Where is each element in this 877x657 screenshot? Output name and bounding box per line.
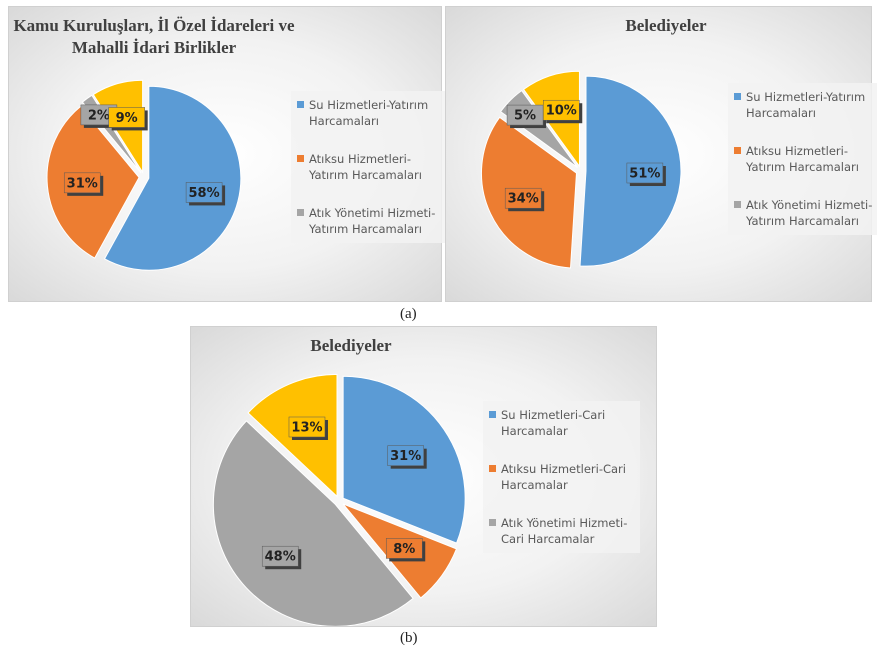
legend-item: Atıksu Hizmetleri-Yatırım Harcamaları: [734, 143, 877, 175]
pie-slice: [212, 420, 414, 626]
pie-chart: 51% 34% 5% 10%: [481, 70, 682, 269]
label-box: [387, 445, 424, 466]
legend-swatch: [489, 465, 496, 472]
legend-item: Atıksu Hizmetleri-Cari Harcamalar: [489, 461, 634, 493]
data-label: 8%: [393, 542, 415, 557]
data-label: 58%: [189, 186, 220, 201]
legend: Su Hizmetleri-Yatırım Harcamaları Atıksu …: [291, 91, 448, 243]
label-box: [63, 172, 101, 194]
chart-title: Belediyeler: [625, 16, 707, 35]
pie-slice: [103, 85, 242, 271]
chart-title: Belediyeler: [310, 336, 392, 355]
legend: Su Hizmetleri-Yatırım Harcamaları Atıksu …: [728, 83, 877, 235]
legend-label: Su Hizmetleri-Yatırım Harcamaları: [746, 90, 866, 120]
legend-label: Atıksu Hizmetleri-Yatırım Harcamaları: [746, 144, 859, 174]
data-label: 9%: [116, 111, 138, 126]
legend-item: Atık Yönetimi Hizmeti-Yatırım Harcamalar…: [734, 197, 877, 229]
legend-label: Atık Yönetimi Hizmeti-Cari Harcamalar: [501, 516, 628, 546]
legend-label: Atık Yönetimi Hizmeti-Yatırım Harcamalar…: [746, 198, 873, 228]
legend-swatch: [297, 209, 304, 216]
chart-title: Kamu Kuruluşları, İl Özel İdareleri ve M…: [13, 16, 295, 57]
legend: Su Hizmetleri-Cari Harcamalar Atıksu Hizm…: [483, 401, 640, 553]
legend-swatch: [297, 155, 304, 162]
legend-label: Atık Yönetimi Hizmeti-Yatırım Harcamalar…: [309, 206, 436, 236]
data-label: 5%: [514, 109, 536, 124]
legend-swatch: [734, 201, 741, 208]
chart-panel: Belediyeler 51% 34% 5% 10% Su Hizmetleri-Yatı…: [445, 6, 877, 302]
legend-label: Su Hizmetleri-Cari Harcamalar: [501, 408, 606, 438]
legend-swatch: [489, 519, 496, 526]
legend-item: Atıksu Hizmetleri-Yatırım Harcamaları: [297, 151, 442, 183]
data-label: 31%: [67, 176, 98, 191]
legend-swatch: [734, 93, 741, 100]
legend-item: Atık Yönetimi Hizmeti-Yatırım Harcamalar…: [297, 205, 442, 237]
label-box: [288, 416, 326, 438]
data-label: 51%: [629, 167, 660, 182]
data-label: 2%: [88, 108, 110, 123]
label-box: [504, 187, 542, 209]
legend-item: Atık Yönetimi Hizmeti-Cari Harcamalar: [489, 515, 634, 547]
pie-chart: 31% 8% 48% 13%: [212, 373, 466, 626]
label-box: [543, 99, 580, 121]
data-label: 34%: [508, 192, 539, 207]
legend-label: Atıksu Hizmetleri-Cari Harcamalar: [501, 462, 626, 492]
legend-swatch: [489, 411, 496, 418]
legend-item: Su Hizmetleri-Yatırım Harcamaları: [734, 89, 877, 121]
data-label: 31%: [390, 449, 421, 464]
data-label: 48%: [265, 550, 296, 565]
chart-panel: Kamu Kuruluşları, İl Özel İdareleri ve M…: [8, 6, 448, 302]
caption: (b): [400, 630, 418, 646]
label-box: [385, 538, 423, 559]
label-box: [185, 182, 223, 203]
legend-label: Atıksu Hizmetleri-Yatırım Harcamaları: [309, 152, 422, 182]
caption: (a): [400, 306, 417, 322]
data-label: 10%: [546, 104, 577, 119]
pie-chart: 58% 31% 2% 9%: [46, 79, 242, 271]
label-box: [626, 162, 664, 184]
legend-swatch: [734, 147, 741, 154]
label-box: [261, 545, 299, 567]
label-box: [108, 107, 145, 128]
legend-swatch: [297, 101, 304, 108]
data-label: 13%: [291, 420, 322, 435]
legend-label: Su Hizmetleri-Yatırım Harcamaları: [309, 98, 429, 128]
legend-item: Su Hizmetleri-Yatırım Harcamaları: [297, 97, 442, 129]
chart-panel: Belediyeler 31% 8% 48% 13% Su Hizmetleri-Cari…: [190, 326, 657, 627]
legend-item: Su Hizmetleri-Cari Harcamalar: [489, 407, 634, 439]
